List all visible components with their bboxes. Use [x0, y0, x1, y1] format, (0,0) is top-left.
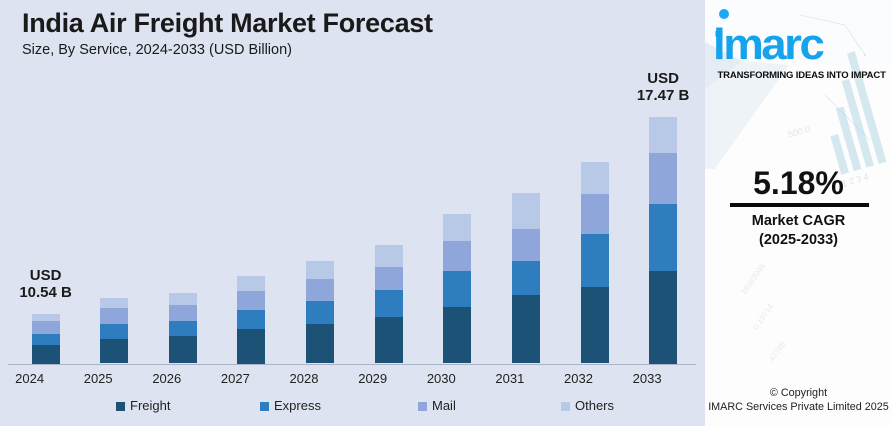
svg-text:imarc: imarc [713, 19, 824, 69]
